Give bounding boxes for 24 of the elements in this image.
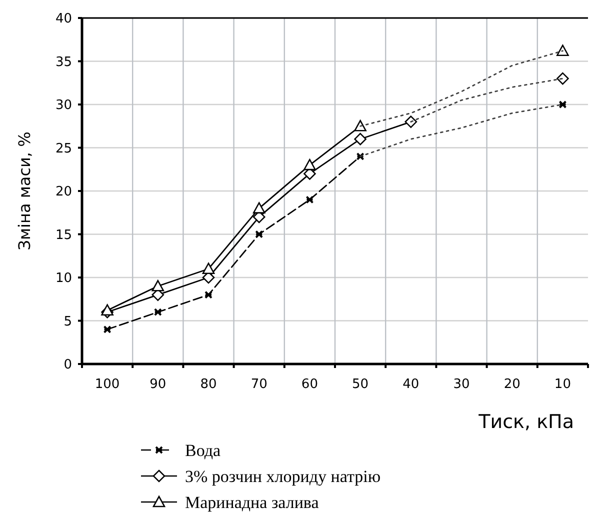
y-tick-label: 10 xyxy=(55,271,72,286)
x-tick-label: 10 xyxy=(554,377,571,392)
y-axis-title: Зміна маси, % xyxy=(15,132,34,250)
x-tick-label: 70 xyxy=(250,377,268,392)
y-tick-label: 35 xyxy=(55,54,72,70)
x-tick-label: 50 xyxy=(352,377,369,392)
y-tick-label: 40 xyxy=(55,12,72,27)
y-tick-label: 5 xyxy=(64,314,72,330)
x-axis-title: Тиск, кПа xyxy=(478,411,574,433)
y-tick-label: 15 xyxy=(55,228,72,243)
x-tick-label: 80 xyxy=(200,377,217,392)
x-tick-label: 20 xyxy=(504,377,520,392)
x-tick-label: 30 xyxy=(453,377,470,392)
x-tick-label: 60 xyxy=(301,377,318,392)
legend-label: Вода xyxy=(185,440,221,460)
x-tick-label: 100 xyxy=(94,377,120,392)
legend-label: 3% розчин хлориду натрію xyxy=(185,466,381,486)
y-tick-label: 25 xyxy=(55,141,72,156)
x-tick-label: 90 xyxy=(150,377,166,392)
x-tick-label: 40 xyxy=(402,377,420,392)
y-tick-label: 0 xyxy=(64,358,72,373)
y-tick-label: 30 xyxy=(55,98,72,114)
y-tick-label: 20 xyxy=(55,184,72,200)
legend-label: Маринадна залива xyxy=(185,492,320,512)
